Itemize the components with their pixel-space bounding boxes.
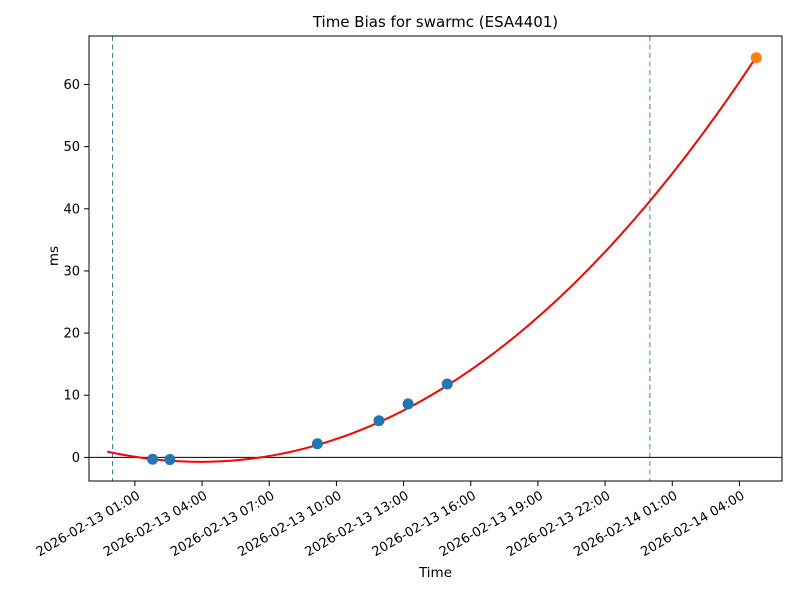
y-tick-label: 20 — [63, 327, 80, 342]
observed-bias-point — [164, 454, 176, 466]
y-tick-label: 40 — [63, 202, 80, 217]
y-tick-label: 0 — [72, 451, 80, 466]
predicted-bias-point — [750, 52, 762, 64]
fit-curve — [107, 55, 758, 463]
chart-title: Time Bias for swarmc (ESA4401) — [312, 13, 559, 31]
x-axis-label: Time — [418, 565, 453, 581]
y-tick-label: 10 — [63, 389, 80, 404]
y-axis-label-text: ms — [46, 245, 62, 267]
observed-bias-point — [402, 398, 414, 410]
y-tick-label: 50 — [63, 140, 80, 155]
y-tick-label: 60 — [63, 78, 80, 93]
observed-bias-point — [147, 453, 159, 465]
observed-bias-point — [311, 438, 323, 450]
plot-frame — [88, 35, 783, 482]
y-tick-label: 30 — [63, 264, 80, 279]
observed-bias-point — [441, 378, 453, 390]
observed-bias-point — [373, 415, 385, 427]
